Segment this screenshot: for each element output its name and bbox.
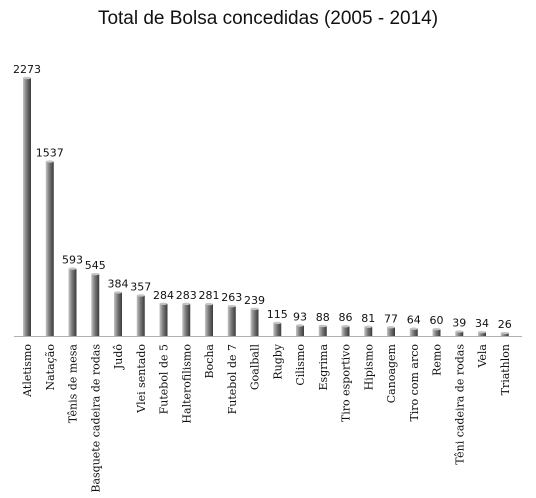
bar-10 — [250, 308, 259, 336]
data-label-15: 81 — [361, 312, 375, 325]
category-label-0: Atletismo — [21, 344, 34, 398]
bar-cap-3 — [91, 272, 100, 276]
data-label-21: 26 — [498, 318, 512, 331]
bar-cap-8 — [205, 302, 213, 306]
category-label-17: Tiro com arco — [408, 344, 421, 422]
category-label-15: Hipismo — [362, 344, 375, 391]
bar-cap-15 — [364, 325, 373, 329]
bar-20 — [478, 332, 486, 336]
data-label-7: 283 — [176, 289, 197, 302]
bar-cap-18 — [432, 327, 441, 331]
bar-cap-9 — [227, 304, 236, 308]
bar-cap-2 — [68, 267, 77, 270]
category-label-5: Vlei sentado — [135, 344, 148, 414]
data-label-3: 545 — [85, 259, 106, 272]
category-label-12: Cilismo — [294, 344, 307, 386]
bar-cap-19 — [455, 330, 464, 333]
bar-12 — [296, 325, 304, 336]
category-label-11: Rugby — [271, 343, 284, 379]
category-label-14: Tiro esportivo — [340, 344, 353, 422]
data-label-13: 88 — [316, 311, 330, 324]
bar-cap-13 — [318, 324, 327, 328]
data-label-11: 115 — [267, 308, 288, 321]
category-label-7: Halterofilismo — [180, 344, 193, 424]
data-label-19: 39 — [452, 317, 466, 330]
data-label-10: 239 — [244, 294, 265, 307]
bar-21 — [500, 333, 509, 336]
bar-0 — [23, 78, 31, 336]
bar-9 — [227, 306, 236, 336]
category-label-13: Esgrima — [317, 344, 330, 391]
bar-cap-17 — [409, 327, 418, 330]
bar-cap-10 — [250, 307, 259, 311]
bar-2 — [68, 268, 77, 336]
bar-4 — [114, 292, 122, 336]
category-label-9: Futebol de 7 — [226, 344, 239, 414]
bar-cap-16 — [387, 326, 395, 329]
bar-cap-21 — [500, 331, 509, 335]
bar-cap-12 — [296, 324, 304, 327]
data-label-8: 281 — [199, 289, 220, 302]
data-label-12: 93 — [293, 310, 307, 323]
bar-18 — [432, 329, 441, 336]
category-label-19: Têni cadeira de rodas — [453, 344, 466, 465]
data-label-14: 86 — [339, 311, 353, 324]
bar-cap-4 — [114, 291, 122, 294]
category-label-8: Bocha — [203, 344, 216, 379]
data-label-17: 64 — [407, 314, 421, 327]
data-label-5: 357 — [130, 280, 151, 293]
category-label-3: Basquete cadeira de rodas — [89, 344, 102, 493]
bar-5 — [136, 295, 145, 336]
bar-cap-11 — [273, 321, 282, 325]
category-label-21: Triathlon — [499, 344, 512, 395]
data-label-1: 1537 — [36, 147, 64, 160]
data-label-9: 263 — [221, 291, 242, 304]
bar-8 — [205, 304, 213, 336]
bar-cap-1 — [45, 160, 54, 163]
bar-cap-0 — [23, 76, 31, 80]
data-label-2: 593 — [62, 254, 83, 267]
bar-cap-5 — [136, 294, 145, 297]
data-label-4: 384 — [108, 277, 129, 290]
chart-title: Total de Bolsa concedidas (2005 - 2014) — [97, 8, 439, 29]
bar-cap-20 — [478, 330, 486, 334]
bar-6 — [159, 303, 168, 336]
data-label-6: 284 — [153, 289, 174, 302]
data-label-20: 34 — [475, 317, 489, 330]
bar-16 — [387, 327, 395, 336]
bar-cap-6 — [159, 302, 168, 305]
bar-15 — [364, 326, 373, 336]
bar-1 — [45, 161, 54, 336]
bar-7 — [182, 303, 191, 336]
data-label-18: 60 — [430, 314, 444, 327]
category-label-4: Judô — [112, 344, 125, 371]
category-label-10: Goalball — [249, 344, 262, 391]
data-label-0: 2273 — [13, 63, 41, 76]
category-label-20: Vela — [476, 344, 489, 369]
category-label-2: Tênis de mesa — [67, 344, 80, 424]
bar-17 — [409, 328, 418, 336]
bar-11 — [273, 322, 282, 336]
category-label-1: Natação — [44, 344, 57, 391]
bar-3 — [91, 274, 100, 336]
category-label-18: Remo — [431, 344, 444, 376]
category-label-6: Futebol de 5 — [158, 344, 171, 414]
category-label-16: Canoagem — [385, 343, 398, 403]
bar-19 — [455, 331, 464, 336]
data-label-16: 77 — [384, 312, 398, 325]
bar-cap-14 — [341, 325, 350, 328]
bar-cap-7 — [182, 302, 191, 306]
bar-14 — [341, 326, 350, 336]
bar-13 — [318, 326, 327, 336]
